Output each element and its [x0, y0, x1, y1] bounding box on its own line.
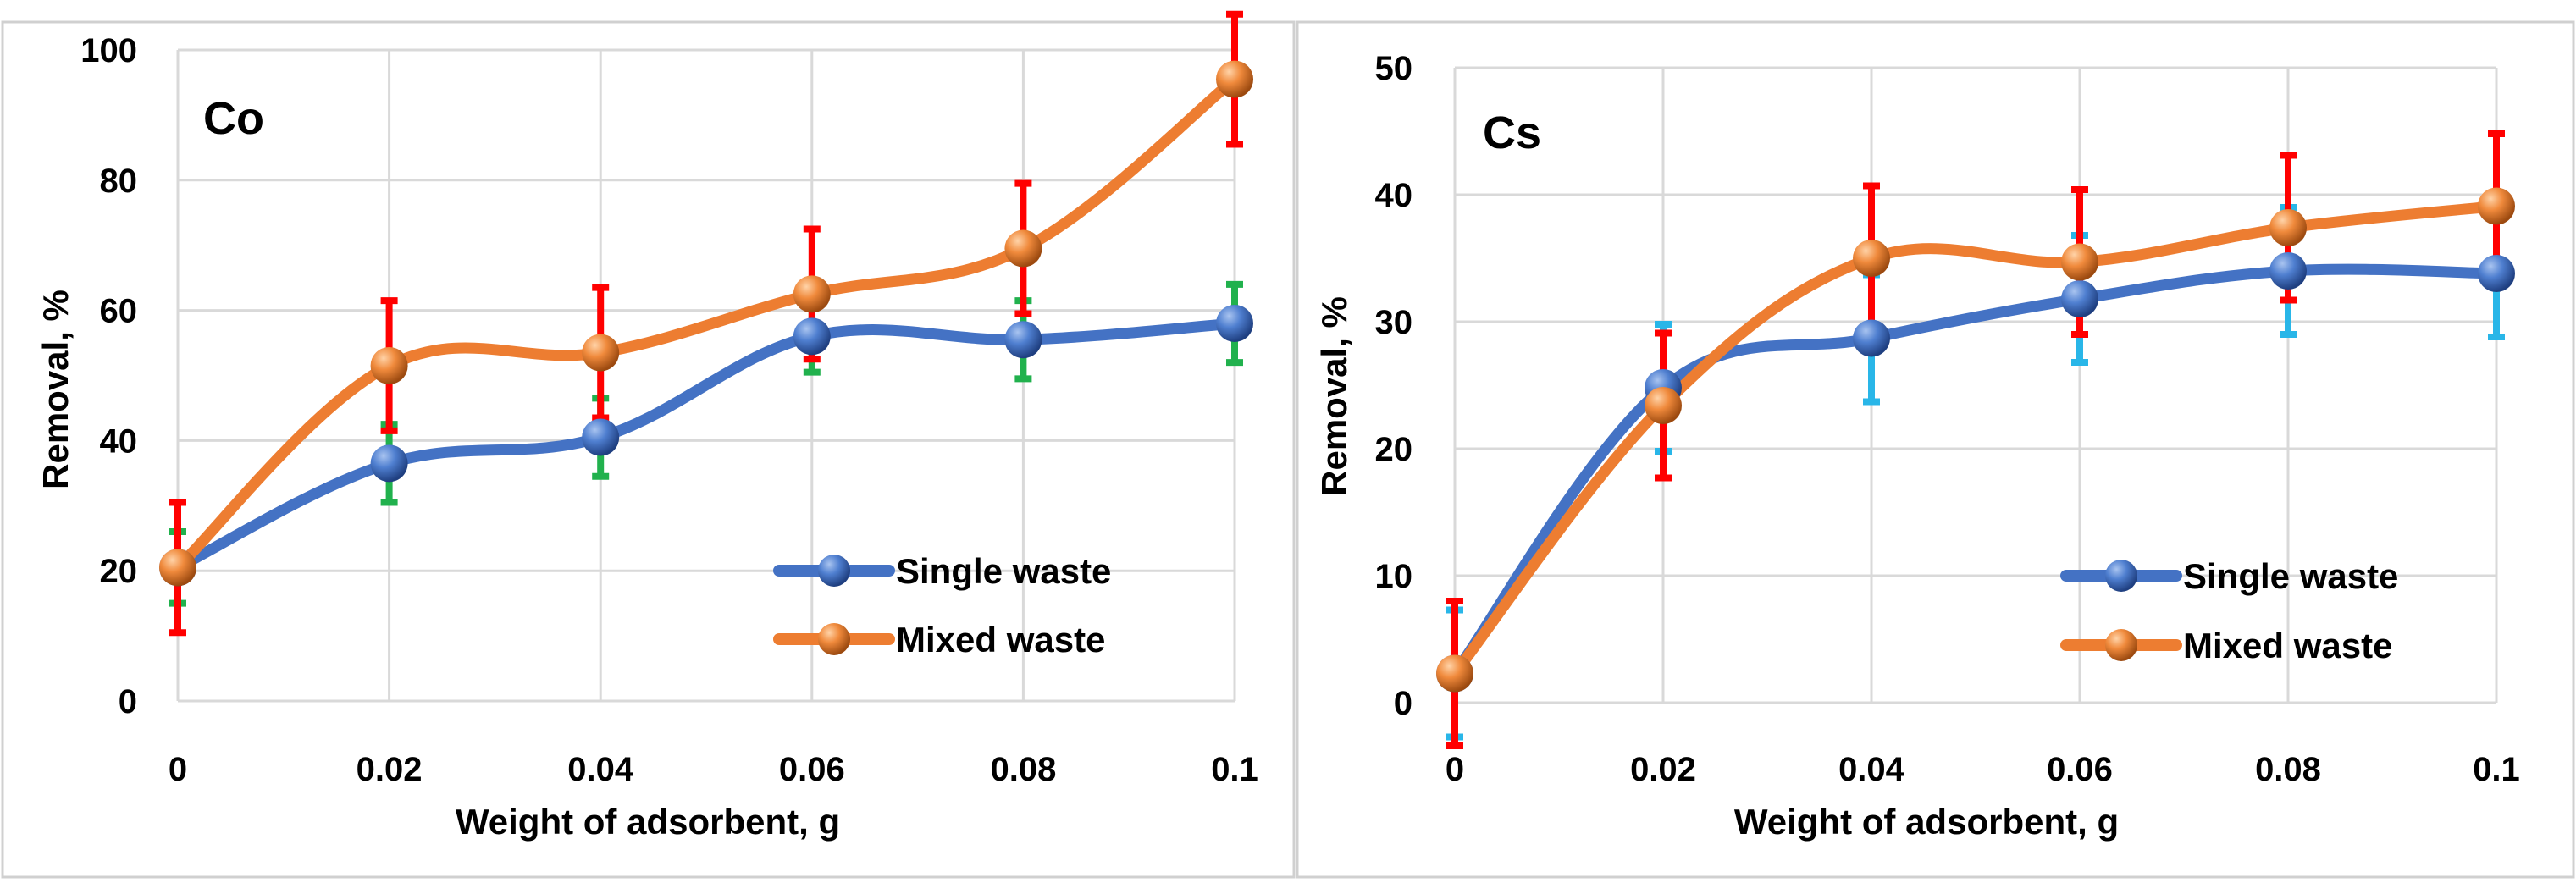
y-tick-label: 40 — [100, 422, 138, 460]
series-line-single — [172, 317, 1241, 573]
x-tick-label: 0.06 — [779, 751, 845, 788]
data-point-single — [1004, 321, 1042, 359]
data-point-single — [2061, 280, 2098, 317]
x-tick-label: 0.04 — [567, 751, 634, 788]
data-point-mixed — [1216, 60, 1253, 98]
series-layer — [159, 10, 1253, 637]
series-layer — [1436, 130, 2515, 749]
legend-label-single: Single waste — [2183, 556, 2398, 596]
gridlines — [176, 48, 1236, 703]
x-tick-label: 0.04 — [1838, 751, 1905, 788]
x-tick-label: 0.1 — [1211, 751, 1258, 788]
y-tick-label: 100 — [80, 32, 137, 69]
data-point-single — [370, 444, 408, 483]
y-tick-label: 10 — [1375, 558, 1413, 595]
y-tick-label: 80 — [100, 163, 138, 200]
data-point-single — [2478, 255, 2515, 292]
error-bars-mixed — [169, 10, 1243, 637]
data-point-mixed — [370, 346, 408, 384]
legend: Single waste Mixed waste — [773, 551, 1111, 659]
y-tick-label: 20 — [1375, 431, 1413, 468]
data-point-single — [2269, 252, 2307, 290]
y-tick-label: 60 — [100, 293, 138, 330]
data-point-mixed — [793, 275, 831, 313]
data-point-mixed — [1645, 387, 1682, 424]
x-tick-label: 0 — [1446, 751, 1464, 788]
y-tick-label: 0 — [119, 683, 137, 720]
legend-marker-single — [2105, 560, 2137, 592]
y-axis-label: Removal, % — [36, 290, 75, 489]
legend-item-mixed: Mixed waste — [2060, 626, 2392, 665]
x-axis-label: Weight of adsorbent, g — [1734, 802, 2119, 842]
data-point-mixed — [159, 549, 196, 587]
y-tick-label: 50 — [1375, 50, 1413, 87]
panel-title: Cs — [1483, 108, 1541, 158]
legend-item-single: Single waste — [2060, 556, 2398, 596]
chart-panel-co: 0 20 40 60 80 100 0 0.02 0.04 0.06 0.08 0.1 Co Rem… — [1, 10, 1296, 879]
y-tick-labels: 0 20 40 60 80 100 — [80, 32, 137, 720]
panel-title: Co — [203, 93, 264, 144]
legend-label-mixed: Mixed waste — [2183, 626, 2392, 665]
data-point-mixed — [1436, 654, 1473, 693]
series-line-mixed — [172, 74, 1241, 573]
y-tick-label: 40 — [1375, 177, 1413, 214]
data-point-single — [1216, 304, 1253, 342]
legend-label-mixed: Mixed waste — [896, 620, 1105, 659]
data-point-mixed — [2061, 243, 2098, 281]
data-point-single — [1853, 319, 1890, 357]
x-tick-label: 0.02 — [1630, 751, 1696, 788]
legend: Single waste Mixed waste — [2060, 556, 2398, 665]
x-tick-label: 0.08 — [990, 751, 1056, 788]
legend-marker-single — [818, 555, 850, 587]
legend-marker-mixed — [2105, 629, 2137, 661]
data-point-mixed — [1004, 229, 1042, 268]
legend-item-single: Single waste — [773, 551, 1111, 591]
data-point-mixed — [2269, 209, 2307, 246]
data-point-mixed — [2478, 187, 2515, 225]
x-tick-label: 0.08 — [2255, 751, 2321, 788]
legend-item-mixed: Mixed waste — [773, 620, 1105, 659]
x-tick-label: 0.06 — [2047, 751, 2113, 788]
y-tick-label: 30 — [1375, 304, 1413, 341]
data-point-single — [793, 317, 831, 356]
chart-panel-cs: 0 10 20 30 40 50 0 0.02 0.04 0.06 0.08 0.1 Cs Remo… — [1296, 20, 2575, 879]
y-tick-label: 20 — [100, 553, 138, 590]
data-point-single — [582, 418, 620, 456]
data-point-mixed — [1853, 240, 1890, 277]
y-tick-labels: 0 10 20 30 40 50 — [1375, 50, 1413, 722]
legend-label-single: Single waste — [896, 551, 1111, 591]
x-tick-label: 0 — [169, 751, 187, 788]
x-tick-label: 0.02 — [357, 751, 423, 788]
x-tick-labels: 0 0.02 0.04 0.06 0.08 0.1 — [1446, 751, 2520, 788]
panel-frame — [1, 20, 1296, 879]
legend-marker-mixed — [818, 623, 850, 655]
x-tick-labels: 0 0.02 0.04 0.06 0.08 0.1 — [169, 751, 1258, 788]
x-axis-label: Weight of adsorbent, g — [456, 802, 840, 842]
data-point-mixed — [582, 334, 620, 372]
y-axis-label: Removal, % — [1314, 296, 1354, 496]
x-tick-label: 0.1 — [2473, 751, 2520, 788]
y-tick-label: 0 — [1394, 685, 1412, 722]
